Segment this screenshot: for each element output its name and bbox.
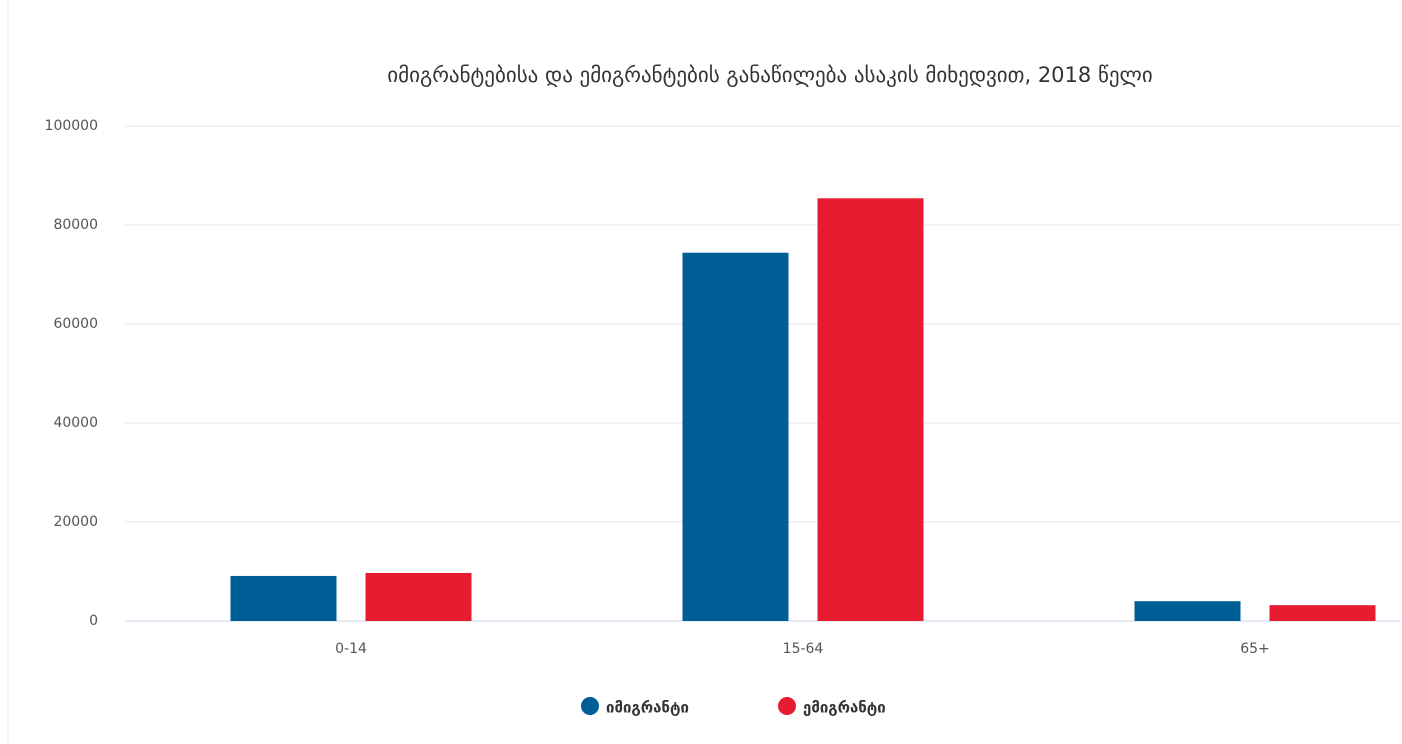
legend-marker xyxy=(581,697,599,715)
legend-label: ემიგრანტი xyxy=(803,699,886,717)
bar xyxy=(230,575,337,621)
legend-marker xyxy=(778,697,796,715)
bar xyxy=(365,572,472,621)
y-tick-label: 0 xyxy=(89,613,98,629)
y-tick-label: 100000 xyxy=(45,118,98,134)
bar xyxy=(1134,601,1241,621)
x-tick-label: 15-64 xyxy=(783,641,824,657)
bar xyxy=(1269,605,1376,621)
bar xyxy=(817,198,924,621)
y-tick-label: 40000 xyxy=(53,415,98,431)
bar xyxy=(682,252,789,621)
legend-label: იმიგრანტი xyxy=(606,699,689,717)
y-tick-label: 60000 xyxy=(53,316,98,332)
x-tick-label: 65+ xyxy=(1240,641,1270,657)
x-tick-label: 0-14 xyxy=(335,641,367,657)
y-tick-label: 20000 xyxy=(53,514,98,530)
y-tick-label: 80000 xyxy=(53,217,98,233)
chart-title: იმიგრანტებისა და ემიგრანტების განაწილება… xyxy=(387,63,1152,87)
